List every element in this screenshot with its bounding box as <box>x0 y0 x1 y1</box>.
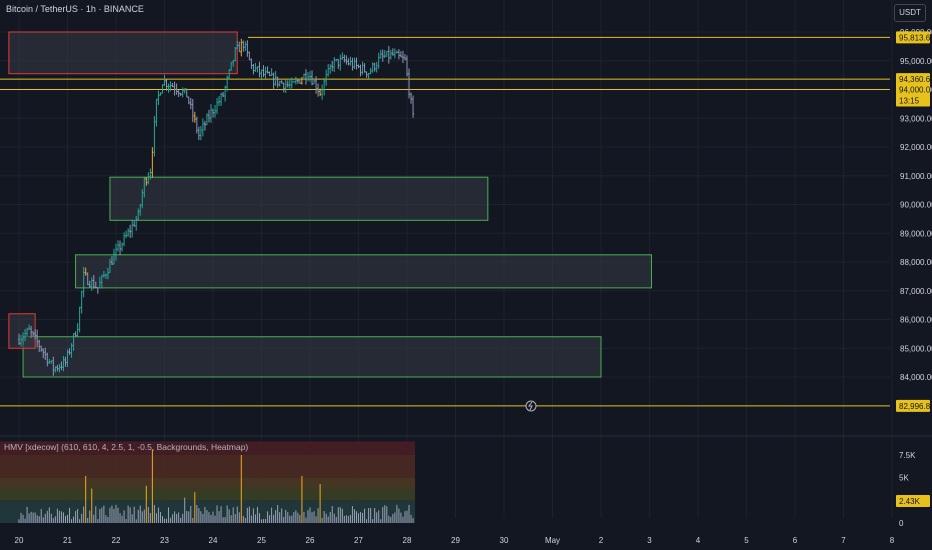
price-tick-label: 88,000.00 <box>900 258 932 267</box>
countdown-label: 13:15 <box>899 96 920 105</box>
volume-current-label: 2.43K <box>899 497 921 506</box>
time-tick-label: 4 <box>696 536 701 545</box>
zones <box>8 31 653 378</box>
price-tick-label: 93,000.00 <box>900 114 932 123</box>
price-tick-label: 92,000.00 <box>900 143 932 152</box>
zone-green <box>109 176 489 221</box>
price-line-label: 95,813.62 <box>899 33 932 42</box>
price-tick-label: 91,000.00 <box>900 172 932 181</box>
alert-icon[interactable] <box>525 400 537 412</box>
volume-tick-label: 5K <box>899 474 909 483</box>
volume-bars <box>18 449 414 523</box>
time-tick-label: 20 <box>15 536 24 545</box>
time-tick-label: 24 <box>209 536 218 545</box>
horizontal-lines <box>0 36 890 407</box>
time-tick-label: 30 <box>500 536 509 545</box>
zone-green <box>22 336 602 378</box>
time-tick-label: 21 <box>63 536 72 545</box>
volume-axis: 02.5K5K7.5K <box>899 451 916 528</box>
time-tick-label: 23 <box>160 536 169 545</box>
currency-button[interactable]: USDT <box>894 4 926 22</box>
time-tick-label: 3 <box>647 536 652 545</box>
countdown-label-bg <box>896 94 930 107</box>
volume-tick-label: 7.5K <box>899 451 916 460</box>
indicator-title[interactable]: HMV [xdecow] (610, 610, 4, 2.5, 1, -0.5,… <box>4 442 249 452</box>
price-tick-label: 87,000.00 <box>900 287 932 296</box>
volume-tick-label: 0 <box>899 519 904 528</box>
time-tick-label: 29 <box>451 536 460 545</box>
time-tick-label: 6 <box>793 536 798 545</box>
heatmap-band <box>0 477 416 489</box>
time-tick-label: 26 <box>306 536 315 545</box>
price-axis[interactable]: 84,000.00 85,000.00 86,000.00 87,000.00 88,0… <box>900 28 932 382</box>
price-line-label-bg <box>896 73 930 86</box>
price-line-label: 94,360.60 <box>899 75 932 84</box>
volume-current-label-bg <box>896 494 930 507</box>
price-line-label-bg <box>896 399 930 412</box>
price-tick-label: 90,000.00 <box>900 201 932 210</box>
price-line-label: 82,996.88 <box>899 402 932 411</box>
time-tick-label: 8 <box>890 536 895 545</box>
price-tick-label: 84,000.00 <box>900 373 932 382</box>
time-axis[interactable]: 20 21 22 23 24 25 26 27 28 29 30 May 2 3 4 5 6 7 8 <box>15 536 895 545</box>
time-tick-label: 2 <box>599 536 604 545</box>
time-tick-label: 27 <box>354 536 363 545</box>
heatmap-band <box>0 441 416 455</box>
price-tick-label: 89,000.00 <box>900 229 932 238</box>
time-tick-label: 25 <box>257 536 266 545</box>
time-tick-label: 28 <box>403 536 412 545</box>
price-line-label-bg <box>896 83 930 96</box>
price-line-label-bg <box>896 31 930 44</box>
price-tick-label: 95,000.00 <box>900 57 932 66</box>
zone-green <box>75 254 653 289</box>
candles <box>18 38 415 376</box>
price-tick-label: 85,000.00 <box>900 344 932 353</box>
symbol-title[interactable]: Bitcoin / TetherUS · 1h · BINANCE <box>6 4 144 14</box>
time-tick-label: 7 <box>841 536 846 545</box>
time-tick-label: May <box>545 536 560 545</box>
heatmap-band <box>0 488 416 501</box>
price-tick-label: 86,000.00 <box>900 316 932 325</box>
price-line-label: 94,000.01 <box>899 85 932 94</box>
zone-red <box>8 31 238 75</box>
heatmap-band <box>0 455 416 478</box>
time-tick-label: 5 <box>744 536 749 545</box>
time-tick-label: 22 <box>112 536 121 545</box>
